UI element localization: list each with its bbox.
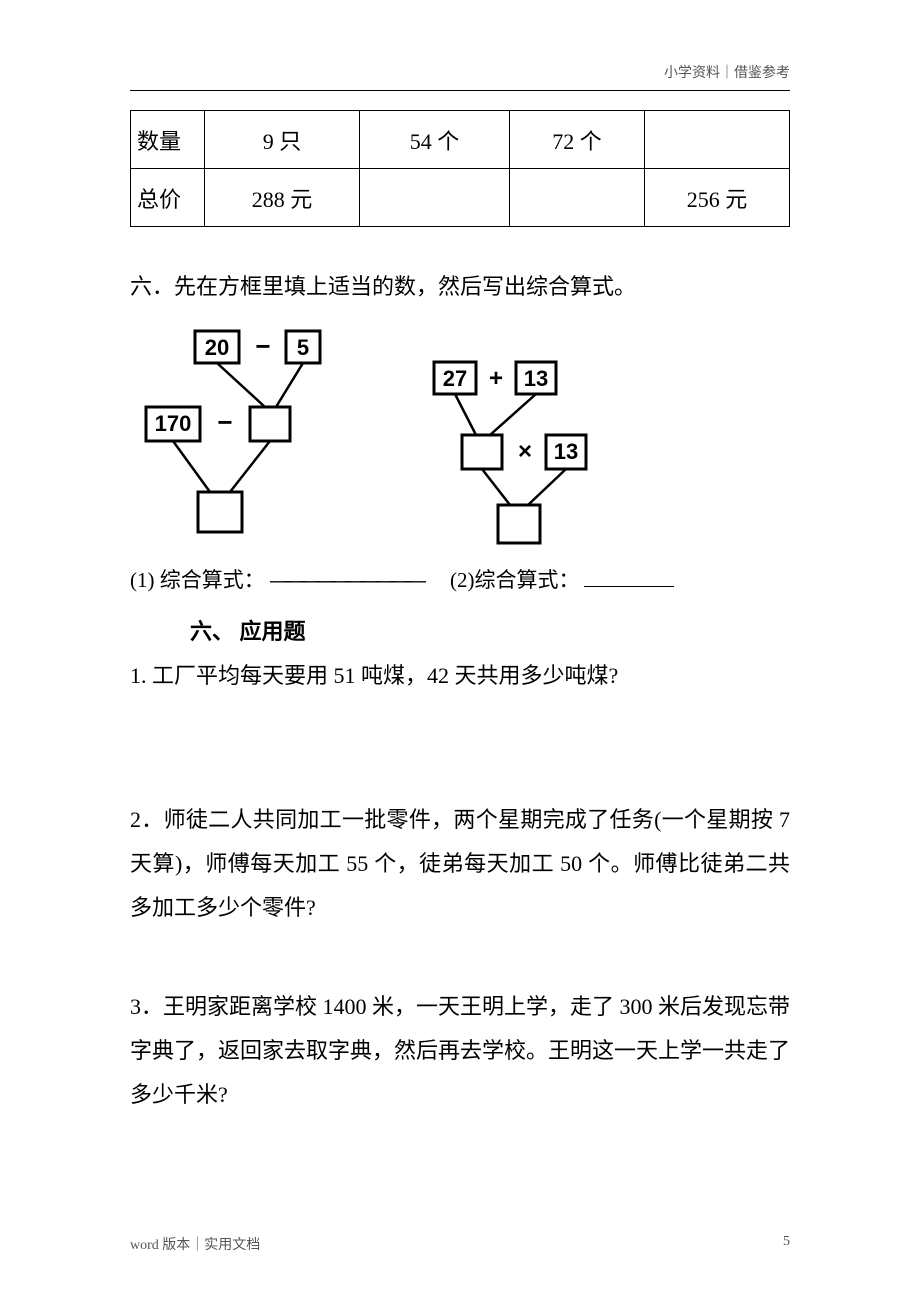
cell-qty-3: 72 个 — [510, 111, 645, 169]
table-row: 总价 288 元 256 元 — [131, 169, 790, 227]
table-row: 数量 9 只 54 个 72 个 — [131, 111, 790, 169]
svg-text:+: + — [489, 365, 503, 392]
section-app-heading: 六、 应用题 — [130, 614, 790, 646]
cell-qty-4 — [645, 111, 790, 169]
header-divider — [130, 90, 790, 91]
svg-text:×: × — [518, 438, 532, 465]
diagram-row: 20 − 5 170 − — [130, 327, 790, 547]
formula-2: (2)综合算式： — [450, 562, 674, 600]
document-page: 小学资料｜借鉴参考 数量 9 只 54 个 72 个 总价 288 元 256 … — [0, 0, 920, 1302]
price-table: 数量 9 只 54 个 72 个 总价 288 元 256 元 — [130, 110, 790, 227]
problem-3: 3．王明家距离学校 1400 米，一天王明上学，走了 300 米后发现忘带字典了… — [130, 985, 790, 1117]
svg-text:13: 13 — [554, 439, 578, 464]
cell-total-3 — [510, 169, 645, 227]
formula-2-blank — [584, 586, 674, 587]
row-label-total: 总价 — [131, 169, 205, 227]
formula-row: (1) 综合算式： —————————— (2)综合算式： — [130, 562, 790, 600]
row-label-quantity: 数量 — [131, 111, 205, 169]
formula-1-dash: —————————— — [270, 569, 420, 592]
cell-qty-1: 9 只 — [205, 111, 360, 169]
cell-total-1: 288 元 — [205, 169, 360, 227]
svg-text:−: − — [255, 331, 270, 361]
footer-page-number: 5 — [783, 1234, 790, 1254]
page-footer: word 版本｜实用文档 5 — [130, 1234, 790, 1254]
svg-text:5: 5 — [297, 335, 309, 360]
svg-text:20: 20 — [205, 335, 229, 360]
formula-1-label: (1) 综合算式： — [130, 568, 265, 592]
svg-text:−: − — [217, 407, 232, 437]
header-right-text: 小学资料｜借鉴参考 — [664, 62, 790, 82]
problem-2: 2．师徒二人共同加工一批零件，两个星期完成了任务(一个星期按 7 天算)，师傅每… — [130, 798, 790, 930]
cell-total-4: 256 元 — [645, 169, 790, 227]
formula-2-label: (2)综合算式： — [450, 568, 580, 592]
cell-total-2 — [360, 169, 510, 227]
formula-1: (1) 综合算式： —————————— — [130, 562, 450, 600]
svg-text:13: 13 — [524, 366, 548, 391]
main-content: 数量 9 只 54 个 72 个 总价 288 元 256 元 六．先在方框里填… — [130, 60, 790, 1117]
diagram-1: 20 − 5 170 − — [140, 327, 350, 547]
footer-left: word 版本｜实用文档 — [130, 1234, 260, 1254]
section-six-title: 六．先在方框里填上适当的数，然后写出综合算式。 — [130, 267, 790, 307]
problem-1: 1. 工厂平均每天要用 51 吨煤，42 天共用多少吨煤? — [130, 654, 790, 698]
cell-qty-2: 54 个 — [360, 111, 510, 169]
svg-text:27: 27 — [443, 366, 467, 391]
diagram-2: 27 + 13 × 13 — [410, 327, 620, 547]
svg-text:170: 170 — [155, 411, 192, 436]
